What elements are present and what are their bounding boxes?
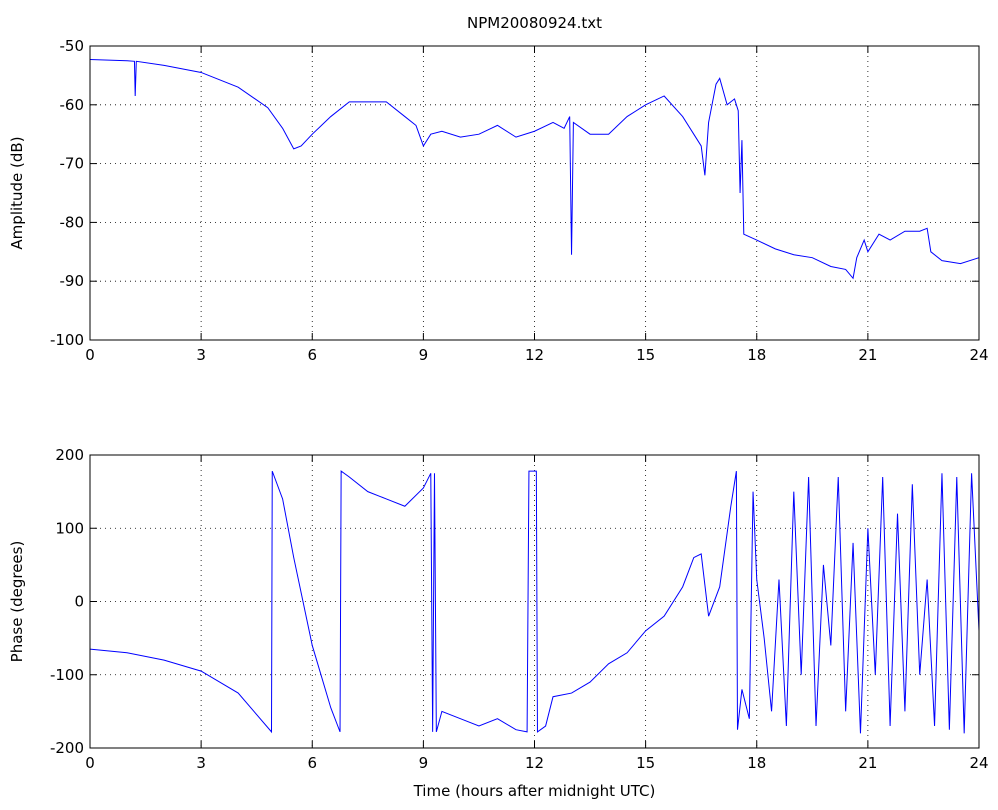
x-tick-label: 24 [969, 754, 988, 772]
y-tick-label: -100 [50, 666, 84, 684]
x-tick-label: 0 [85, 346, 95, 364]
y-tick-label: 100 [55, 519, 84, 537]
y-tick-label: -80 [60, 213, 85, 231]
x-tick-label: 18 [747, 754, 766, 772]
x-tick-label: 24 [969, 346, 988, 364]
x-tick-label: 15 [636, 754, 655, 772]
y-tick-label: -100 [50, 331, 84, 349]
x-tick-label: 3 [196, 346, 206, 364]
x-tick-label: 21 [858, 346, 877, 364]
x-tick-label: 6 [307, 346, 317, 364]
x-tick-label: 12 [525, 754, 544, 772]
x-tick-label: 3 [196, 754, 206, 772]
data-line [89, 470, 980, 734]
axes-box [89, 454, 980, 749]
x-tick-label: 12 [525, 346, 544, 364]
y-tick-label: -50 [60, 37, 85, 55]
x-tick-label: 9 [419, 346, 429, 364]
x-tick-label: 21 [858, 754, 877, 772]
x-tick-label: 15 [636, 346, 655, 364]
x-tick-label: 6 [307, 754, 317, 772]
y-axis-label: Amplitude (dB) [8, 136, 26, 249]
y-tick-label: -60 [60, 96, 85, 114]
y-tick-label: 200 [55, 446, 84, 464]
x-tick-label: 9 [419, 754, 429, 772]
axes-box [89, 45, 980, 341]
x-tick-label: 18 [747, 346, 766, 364]
y-axis-label: Phase (degrees) [8, 541, 26, 663]
y-tick-label: 0 [74, 593, 84, 611]
chart-title: NPM20080924.txt [467, 14, 602, 32]
x-axis-label: Time (hours after midnight UTC) [413, 782, 656, 800]
y-tick-label: -200 [50, 739, 84, 757]
data-line [89, 59, 980, 280]
y-tick-label: -90 [60, 272, 85, 290]
x-tick-label: 0 [85, 754, 95, 772]
y-tick-label: -70 [60, 155, 85, 173]
